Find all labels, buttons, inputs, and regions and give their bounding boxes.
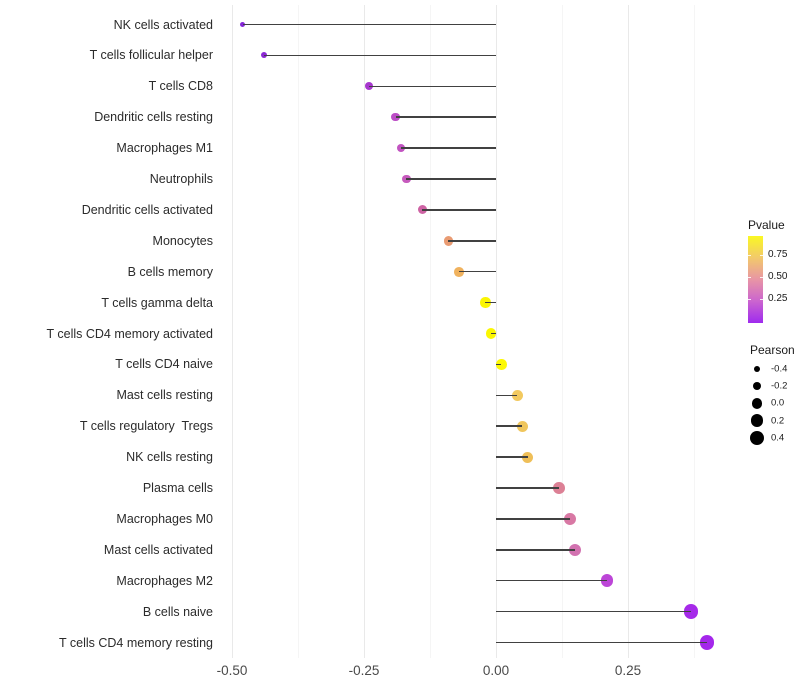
category-label: Mast cells resting	[116, 388, 213, 403]
category-label: NK cells resting	[126, 449, 213, 464]
major-gridline	[363, 5, 365, 658]
pvalue-tick-label: 0.25	[768, 292, 788, 304]
category-label: B cells memory	[127, 264, 213, 279]
category-label: Monocytes	[152, 233, 213, 248]
lollipop-dot	[516, 420, 528, 432]
lollipop-stem	[485, 301, 496, 304]
category-label: T cells CD4 memory resting	[59, 635, 213, 650]
lollipop-stem	[496, 394, 518, 397]
pearson-size-label: 0.4	[771, 432, 785, 444]
category-label: Plasma cells	[142, 480, 213, 495]
pearson-size-dot	[750, 414, 764, 427]
lollipop-stem	[406, 178, 496, 180]
colorbar-tick-mark	[760, 298, 763, 300]
pearson-size-dot	[751, 398, 763, 409]
category-label: T cells gamma delta	[101, 295, 213, 310]
lollipop-stem	[448, 240, 496, 242]
category-label: Macrophages M2	[116, 573, 213, 588]
lollipop-stem	[496, 549, 576, 551]
x-axis-tick-label: 0.00	[482, 663, 510, 678]
lollipop-dot	[391, 112, 400, 122]
category-label: Neutrophils	[149, 171, 213, 186]
category-label: Macrophages M0	[116, 511, 213, 526]
lollipop-dot	[485, 328, 496, 339]
lollipop-stem	[496, 363, 502, 366]
category-label: T cells CD4 naive	[115, 357, 213, 372]
pvalue-legend-title: Pvalue	[748, 218, 785, 232]
pearson-legend-title: Pearson	[750, 343, 795, 357]
lollipop-stem	[395, 116, 496, 118]
minor-gridline	[693, 5, 695, 658]
pearson-size-label: -0.4	[771, 363, 788, 375]
category-label: Mast cells activated	[103, 542, 213, 557]
category-label: NK cells activated	[113, 17, 213, 32]
lollipop-stem	[496, 579, 607, 582]
pvalue-tick-label: 0.50	[768, 271, 788, 283]
lollipop-stem	[459, 270, 496, 273]
category-label: Dendritic cells activated	[81, 202, 213, 217]
colorbar-tick-mark	[748, 255, 751, 257]
pearson-size-dot	[753, 365, 761, 373]
lollipop-dot	[401, 174, 411, 184]
lollipop-stem	[422, 209, 496, 211]
lollipop-stem	[496, 641, 708, 644]
lollipop-stem	[490, 332, 496, 335]
lollipop-stem	[242, 23, 496, 26]
x-axis-tick-label: -0.50	[216, 663, 248, 678]
category-label: T cells CD8	[148, 79, 213, 94]
colorbar-tick-mark	[748, 277, 751, 279]
major-gridline	[627, 5, 629, 658]
lollipop-dot	[563, 512, 576, 525]
lollipop-dot	[417, 205, 427, 215]
pearson-size-dot	[752, 381, 762, 391]
lollipop-dot	[495, 359, 507, 370]
minor-gridline	[429, 5, 431, 658]
lollipop-stem	[263, 54, 496, 57]
category-label: T cells regulatory Tregs	[79, 418, 213, 433]
lollipop-stem	[496, 518, 570, 520]
lollipop-stem	[496, 610, 692, 613]
pearson-size-label: 0.0	[771, 397, 785, 409]
pearson-size-label: -0.2	[771, 380, 788, 392]
pvalue-colorbar	[748, 236, 763, 323]
minor-gridline	[297, 5, 299, 658]
colorbar-tick-mark	[760, 255, 763, 257]
x-axis-tick-label: 0.25	[614, 663, 642, 678]
colorbar-tick-mark	[760, 277, 763, 279]
pearson-size-dot	[749, 430, 765, 446]
category-label: Dendritic cells resting	[94, 109, 213, 124]
lollipop-stem	[369, 85, 496, 88]
lollipop-dot	[511, 389, 523, 401]
lollipop-stem	[400, 147, 496, 149]
pvalue-tick-label: 0.75	[768, 249, 788, 261]
lollipop-stem	[496, 425, 523, 427]
lollipop-stem	[496, 487, 560, 489]
major-gridline	[495, 5, 497, 658]
lollipop-stem	[496, 456, 528, 458]
category-label: T cells CD4 memory activated	[46, 326, 214, 341]
category-label: B cells naive	[142, 604, 213, 619]
pearson-size-label: 0.2	[771, 414, 785, 426]
major-gridline	[231, 5, 233, 658]
x-axis-tick-label: -0.25	[348, 663, 380, 678]
lollipop-dot	[699, 635, 715, 650]
category-label: T cells follicular helper	[89, 48, 213, 63]
category-label: Macrophages M1	[116, 140, 213, 155]
lollipop-dot	[480, 297, 491, 308]
minor-gridline	[561, 5, 563, 658]
colorbar-tick-mark	[748, 298, 751, 300]
